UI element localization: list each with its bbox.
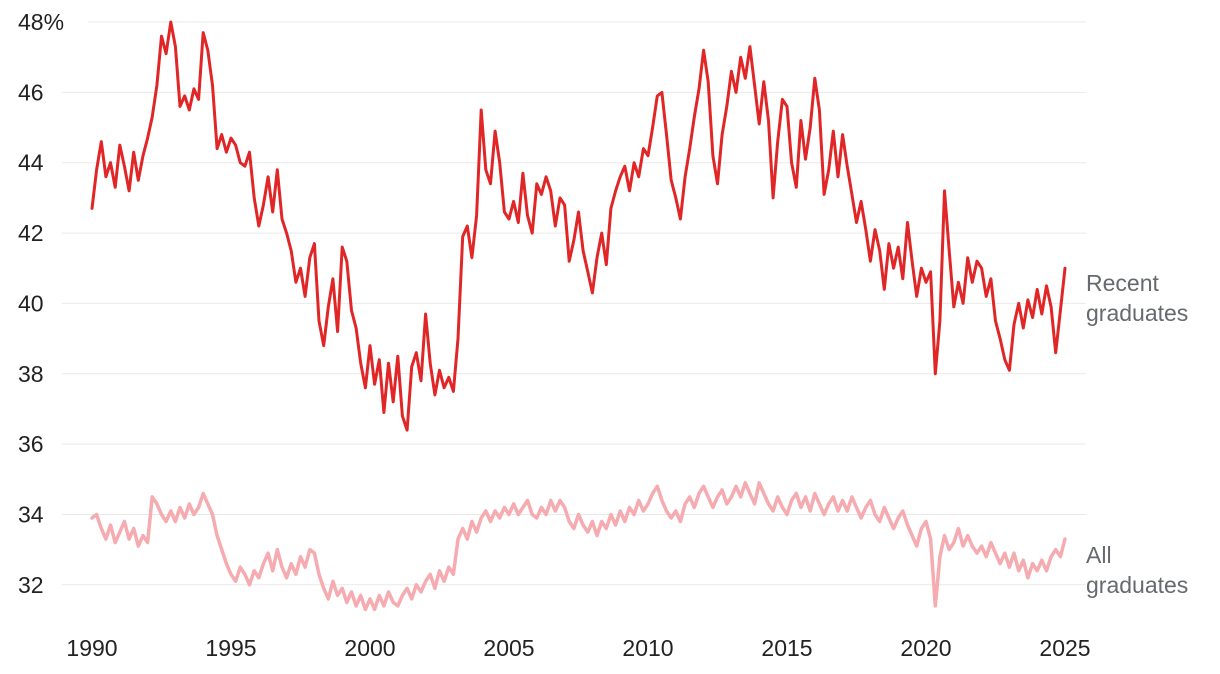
series-line-recent-graduates xyxy=(90,20,1067,432)
y-tick-label: 48% xyxy=(18,9,64,35)
x-tick-label: 2000 xyxy=(344,635,395,661)
x-tick-label: 2005 xyxy=(483,635,534,661)
x-tick-label: 1995 xyxy=(205,635,256,661)
y-tick-label: 32 xyxy=(18,572,44,598)
x-tick-label: 1990 xyxy=(66,635,117,661)
y-tick-label: 36 xyxy=(18,431,44,457)
x-tick-label: 2020 xyxy=(900,635,951,661)
series-label-recent-graduates: Recent graduates xyxy=(1086,268,1188,328)
y-tick-label: 40 xyxy=(18,290,44,316)
series-label-all-graduates: All graduates xyxy=(1086,540,1188,600)
series-label-all-line2: graduates xyxy=(1086,572,1189,598)
x-tick-label: 2025 xyxy=(1039,635,1090,661)
x-tick-label: 2010 xyxy=(622,635,673,661)
y-tick-label: 38 xyxy=(18,361,44,387)
series-label-all-line1: All xyxy=(1086,542,1112,568)
series-label-recent-line2: graduates xyxy=(1086,300,1189,326)
series-line-all-graduates xyxy=(90,481,1067,612)
x-tick-label: 2015 xyxy=(761,635,812,661)
y-tick-label: 46 xyxy=(18,79,44,105)
y-tick-label: 34 xyxy=(18,502,44,528)
series-label-recent-line1: Recent xyxy=(1086,270,1159,296)
y-tick-label: 44 xyxy=(18,150,44,176)
y-tick-label: 42 xyxy=(18,220,44,246)
